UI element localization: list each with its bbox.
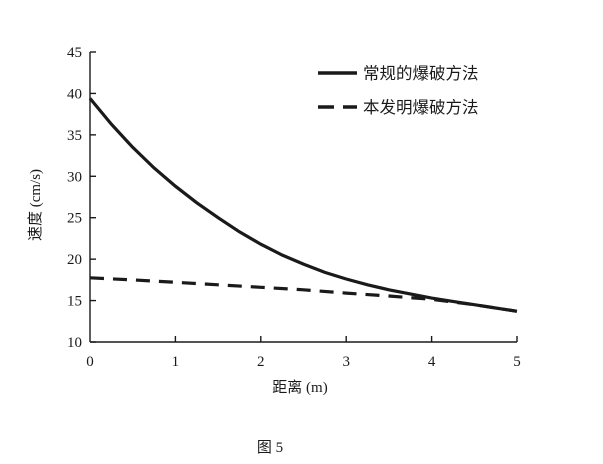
y-tick-label: 30	[67, 169, 82, 185]
x-tick-label: 0	[86, 354, 94, 370]
y-tick-label: 25	[67, 211, 82, 227]
y-tick-label: 45	[67, 45, 82, 61]
legend-label-invention: 本发明爆破方法	[363, 98, 479, 117]
x-axis-title: 距离 (m)	[272, 379, 327, 396]
y-axis-title: 速度 (cm/s)	[27, 169, 44, 241]
dashed-series-line	[89, 276, 518, 313]
y-tick-label: 35	[67, 128, 82, 144]
x-tick-label: 2	[257, 354, 265, 370]
x-tick-label: 4	[428, 354, 436, 370]
solid-series-line	[88, 97, 518, 313]
x-tick-label: 1	[172, 354, 180, 370]
x-tick-label: 3	[342, 354, 350, 370]
y-tick-label: 10	[67, 335, 82, 351]
x-tick-label: 5	[513, 354, 521, 370]
figure-caption: 图 5	[256, 440, 284, 456]
y-tick-label: 40	[67, 86, 82, 102]
legend-label-conventional: 常规的爆破方法	[363, 64, 479, 83]
y-tick-label: 20	[67, 252, 82, 268]
y-tick-label: 15	[67, 294, 82, 310]
